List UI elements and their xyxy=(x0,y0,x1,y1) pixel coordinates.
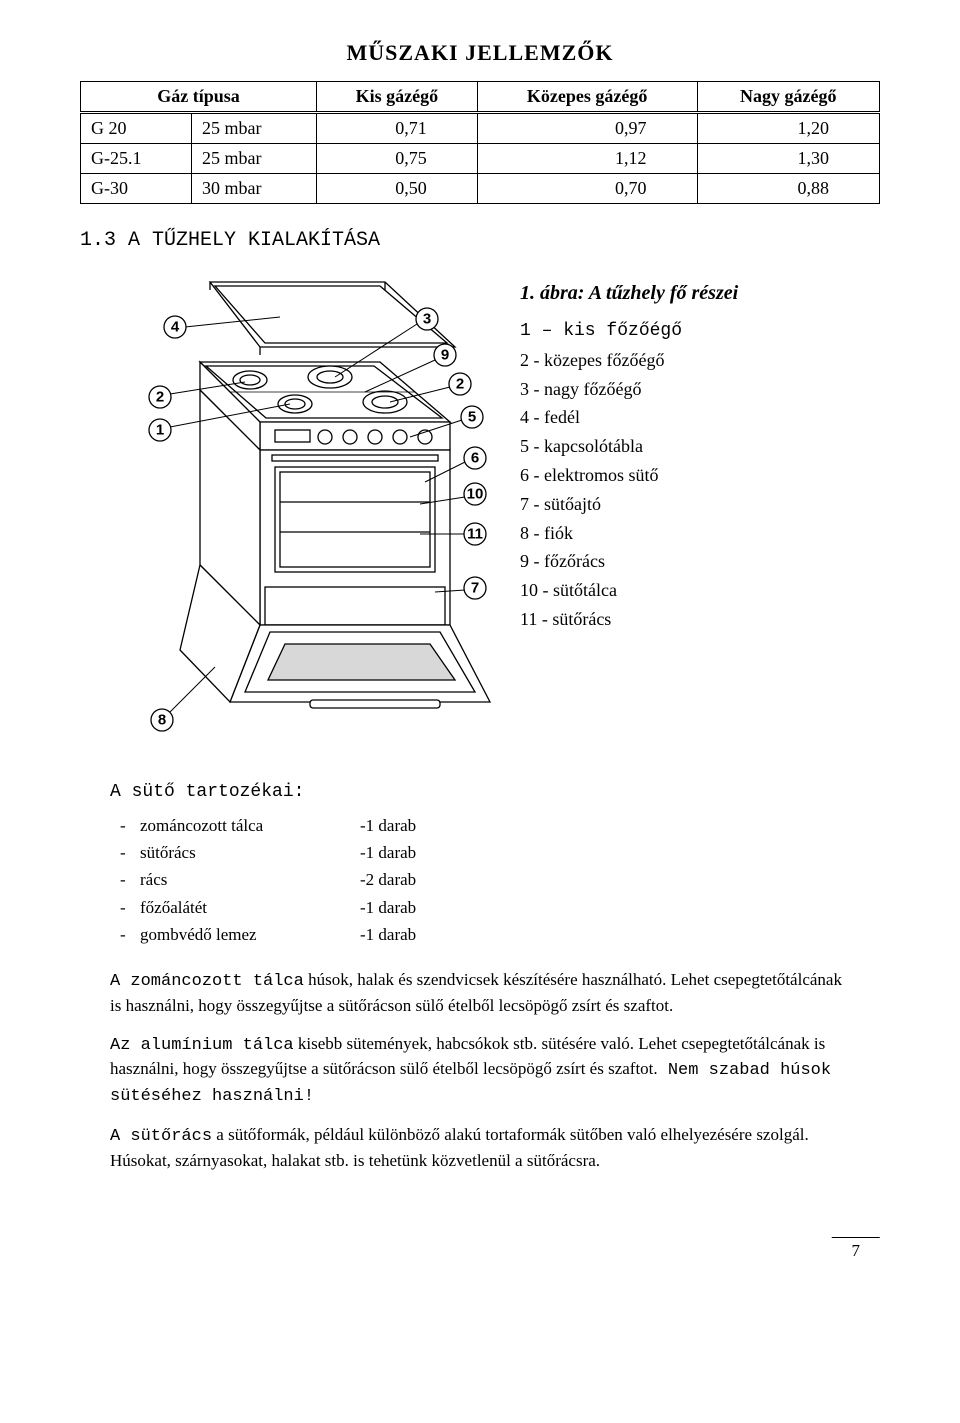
legend-item: 10 - sütőtálca xyxy=(520,576,880,605)
spec-table: Gáz típusa Kis gázégő Közepes gázégő Nag… xyxy=(80,81,880,204)
table-row: G-30 30 mbar 0,50 0,70 0,88 xyxy=(81,174,880,204)
table-header: Kis gázégő xyxy=(317,82,478,113)
legend-item: 2 - közepes főzőégő xyxy=(520,346,880,375)
table-cell: 25 mbar xyxy=(192,113,317,144)
mono-text: A sütőrács xyxy=(110,1127,212,1146)
callout-7: 7 xyxy=(471,580,479,597)
legend-item: 6 - elektromos sütő xyxy=(520,461,880,490)
accessory-list: -zománcozott tálca-1 darab -sütőrács-1 d… xyxy=(120,812,880,948)
table-row: G 20 25 mbar 0,71 0,97 1,20 xyxy=(81,113,880,144)
paragraph: A sütőrács a sütőformák, például különbö… xyxy=(110,1123,850,1173)
table-cell: G-30 xyxy=(81,174,192,204)
list-item: -főzőalátét-1 darab xyxy=(120,894,880,921)
legend-item: 7 - sütőajtó xyxy=(520,490,880,519)
accessory-heading: A sütő tartozékai: xyxy=(110,782,880,802)
table-cell: 1,30 xyxy=(697,144,879,174)
mono-text: Az alumínium tálca xyxy=(110,1036,294,1055)
list-item: -sütőrács-1 darab xyxy=(120,839,880,866)
legend-item: 4 - fedél xyxy=(520,403,880,432)
paragraph: A zománcozott tálca húsok, halak és szen… xyxy=(110,968,850,1018)
section-heading: 1.3 A TŰZHELY KIALAKÍTÁSA xyxy=(80,229,880,252)
callout-3: 3 xyxy=(423,311,431,328)
table-cell: 25 mbar xyxy=(192,144,317,174)
legend-item: 5 - kapcsolótábla xyxy=(520,432,880,461)
table-cell: 0,97 xyxy=(477,113,697,144)
diagram-legend: 1. ábra: A tűzhely fő részei 1 – kis főz… xyxy=(520,272,880,634)
callout-6: 6 xyxy=(471,450,479,467)
callout-5: 5 xyxy=(468,409,476,426)
legend-title: 1. ábra: A tűzhely fő részei xyxy=(520,282,880,305)
table-header: Nagy gázégő xyxy=(697,82,879,113)
callout-9: 9 xyxy=(441,347,449,364)
table-cell: 0,71 xyxy=(317,113,478,144)
table-cell: 0,50 xyxy=(317,174,478,204)
callout-2: 2 xyxy=(156,389,164,406)
table-row: G-25.1 25 mbar 0,75 1,12 1,30 xyxy=(81,144,880,174)
body-text: a sütőformák, például különböző alakú to… xyxy=(110,1125,809,1170)
table-cell: 0,75 xyxy=(317,144,478,174)
callout-1: 1 xyxy=(156,422,164,439)
callout-11: 11 xyxy=(467,526,483,543)
legend-item: 1 – kis főzőégő xyxy=(520,317,880,346)
table-cell: 0,70 xyxy=(477,174,697,204)
table-cell: 1,20 xyxy=(697,113,879,144)
callout-2b: 2 xyxy=(456,376,464,393)
callout-4: 4 xyxy=(171,319,180,336)
legend-item: 11 - sütőrács xyxy=(520,605,880,634)
page-title: MŰSZAKI JELLEMZŐK xyxy=(80,40,880,66)
callout-10: 10 xyxy=(467,486,484,503)
table-cell: G 20 xyxy=(81,113,192,144)
list-item: -rács-2 darab xyxy=(120,866,880,893)
table-cell: G-25.1 xyxy=(81,144,192,174)
stove-diagram: 4 2 1 8 3 9 2 5 6 xyxy=(80,272,500,762)
legend-item: 8 - fiók xyxy=(520,519,880,548)
table-cell: 1,12 xyxy=(477,144,697,174)
legend-item: 9 - főzőrács xyxy=(520,547,880,576)
page-number: 7 xyxy=(832,1237,881,1261)
list-item: -gombvédő lemez-1 darab xyxy=(120,921,880,948)
table-header: Közepes gázégő xyxy=(477,82,697,113)
table-header: Gáz típusa xyxy=(81,82,317,113)
mono-text: A zománcozott tálca xyxy=(110,972,304,991)
table-cell: 30 mbar xyxy=(192,174,317,204)
list-item: -zománcozott tálca-1 darab xyxy=(120,812,880,839)
legend-item: 3 - nagy főzőégő xyxy=(520,375,880,404)
paragraph: Az alumínium tálca kisebb sütemények, ha… xyxy=(110,1032,850,1109)
callout-8: 8 xyxy=(158,712,166,729)
table-cell: 0,88 xyxy=(697,174,879,204)
